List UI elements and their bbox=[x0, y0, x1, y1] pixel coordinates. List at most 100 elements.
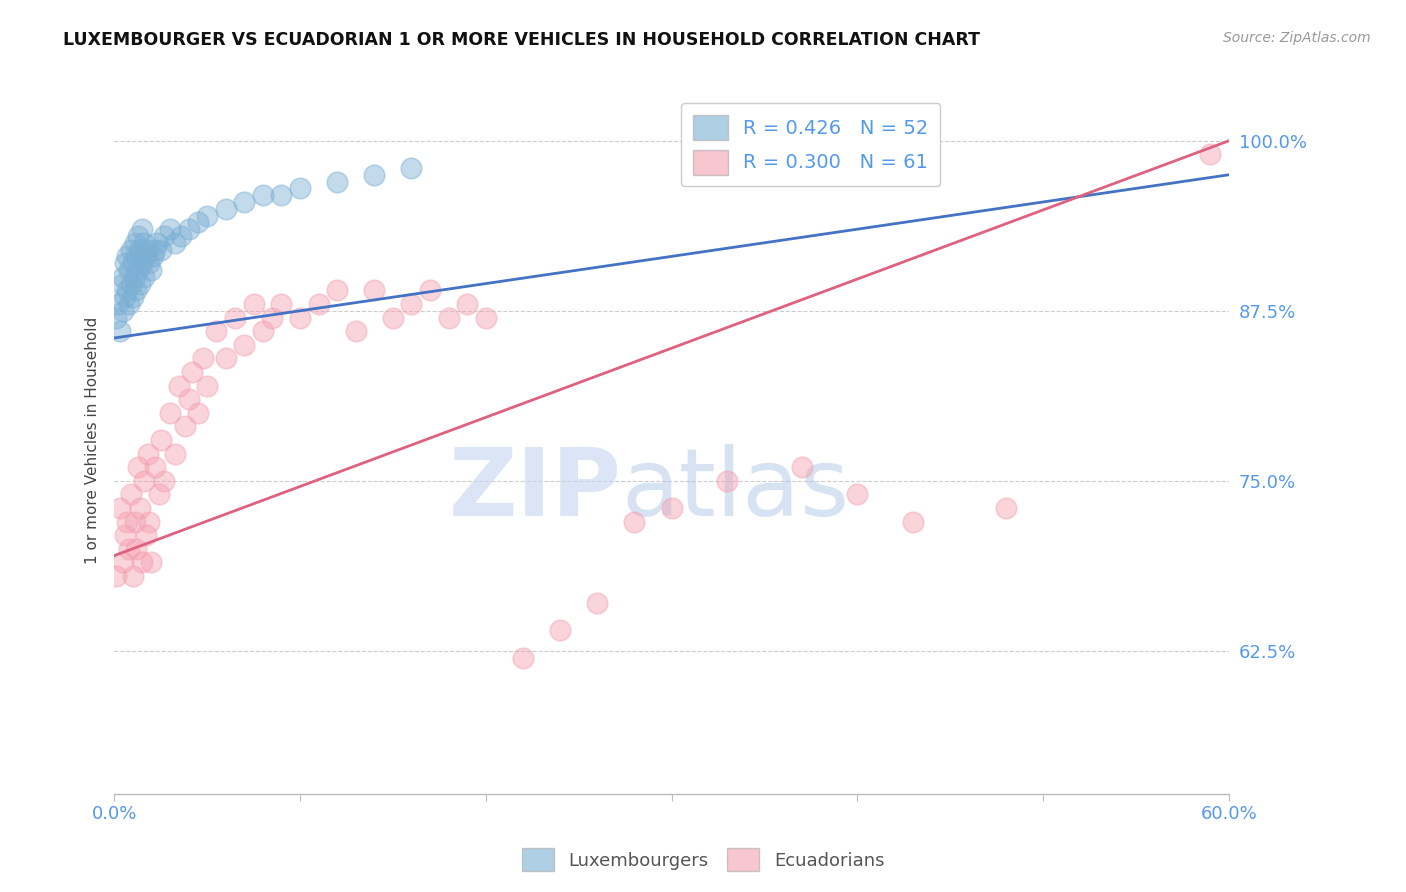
Point bbox=[143, 243, 166, 257]
Point bbox=[326, 284, 349, 298]
Point bbox=[270, 188, 292, 202]
Point bbox=[181, 365, 204, 379]
Text: ZIP: ZIP bbox=[449, 443, 621, 535]
Point bbox=[288, 310, 311, 325]
Point bbox=[262, 310, 284, 325]
Point bbox=[363, 168, 385, 182]
Point bbox=[177, 222, 200, 236]
Point bbox=[135, 249, 157, 263]
Point bbox=[105, 569, 128, 583]
Point bbox=[114, 256, 136, 270]
Point bbox=[586, 596, 609, 610]
Point bbox=[120, 277, 142, 291]
Point bbox=[326, 175, 349, 189]
Point bbox=[129, 501, 152, 516]
Point bbox=[187, 215, 209, 229]
Point bbox=[153, 229, 176, 244]
Text: atlas: atlas bbox=[621, 443, 849, 535]
Point bbox=[187, 406, 209, 420]
Point bbox=[790, 460, 813, 475]
Point bbox=[125, 249, 148, 263]
Point bbox=[105, 310, 128, 325]
Point bbox=[173, 419, 195, 434]
Point bbox=[1199, 147, 1222, 161]
Point bbox=[233, 338, 256, 352]
Point bbox=[111, 277, 134, 291]
Point bbox=[141, 263, 163, 277]
Point bbox=[132, 235, 155, 250]
Point bbox=[474, 310, 496, 325]
Point bbox=[437, 310, 460, 325]
Point bbox=[131, 556, 153, 570]
Point bbox=[136, 447, 159, 461]
Point bbox=[115, 515, 138, 529]
Point bbox=[193, 351, 215, 366]
Point bbox=[288, 181, 311, 195]
Point bbox=[125, 284, 148, 298]
Point bbox=[177, 392, 200, 407]
Point bbox=[127, 229, 149, 244]
Legend: Luxembourgers, Ecuadorians: Luxembourgers, Ecuadorians bbox=[515, 841, 891, 879]
Point bbox=[118, 263, 141, 277]
Point bbox=[252, 324, 274, 338]
Point bbox=[159, 406, 181, 420]
Point bbox=[112, 269, 135, 284]
Point bbox=[716, 474, 738, 488]
Point bbox=[344, 324, 367, 338]
Point bbox=[195, 378, 218, 392]
Point bbox=[132, 474, 155, 488]
Point bbox=[846, 487, 869, 501]
Point bbox=[121, 569, 143, 583]
Point bbox=[224, 310, 246, 325]
Point bbox=[170, 229, 193, 244]
Point bbox=[153, 474, 176, 488]
Point bbox=[114, 528, 136, 542]
Point bbox=[129, 277, 152, 291]
Point bbox=[165, 235, 187, 250]
Point bbox=[252, 188, 274, 202]
Point bbox=[132, 269, 155, 284]
Point bbox=[381, 310, 404, 325]
Point bbox=[623, 515, 645, 529]
Point bbox=[138, 515, 160, 529]
Point bbox=[124, 269, 146, 284]
Point bbox=[107, 297, 129, 311]
Point bbox=[401, 161, 423, 175]
Point bbox=[149, 433, 172, 447]
Legend: R = 0.426   N = 52, R = 0.300   N = 61: R = 0.426 N = 52, R = 0.300 N = 61 bbox=[682, 103, 941, 186]
Point bbox=[149, 243, 172, 257]
Point bbox=[901, 515, 924, 529]
Point bbox=[121, 290, 143, 304]
Point bbox=[112, 556, 135, 570]
Point bbox=[456, 297, 478, 311]
Point bbox=[131, 222, 153, 236]
Point bbox=[127, 263, 149, 277]
Point bbox=[121, 256, 143, 270]
Point bbox=[108, 501, 131, 516]
Point bbox=[233, 194, 256, 209]
Point bbox=[548, 624, 571, 638]
Point bbox=[112, 303, 135, 318]
Point bbox=[661, 501, 683, 516]
Point bbox=[108, 324, 131, 338]
Point bbox=[115, 249, 138, 263]
Point bbox=[994, 501, 1017, 516]
Point bbox=[125, 541, 148, 556]
Point bbox=[159, 222, 181, 236]
Point bbox=[114, 290, 136, 304]
Point bbox=[195, 209, 218, 223]
Point bbox=[135, 528, 157, 542]
Point bbox=[363, 284, 385, 298]
Y-axis label: 1 or more Vehicles in Household: 1 or more Vehicles in Household bbox=[86, 317, 100, 564]
Text: LUXEMBOURGER VS ECUADORIAN 1 OR MORE VEHICLES IN HOUSEHOLD CORRELATION CHART: LUXEMBOURGER VS ECUADORIAN 1 OR MORE VEH… bbox=[63, 31, 980, 49]
Point bbox=[124, 235, 146, 250]
Point bbox=[142, 249, 165, 263]
Point bbox=[270, 297, 292, 311]
Point bbox=[214, 202, 236, 216]
Point bbox=[143, 460, 166, 475]
Point bbox=[141, 556, 163, 570]
Point bbox=[419, 284, 441, 298]
Point bbox=[242, 297, 264, 311]
Point bbox=[401, 297, 423, 311]
Point bbox=[118, 297, 141, 311]
